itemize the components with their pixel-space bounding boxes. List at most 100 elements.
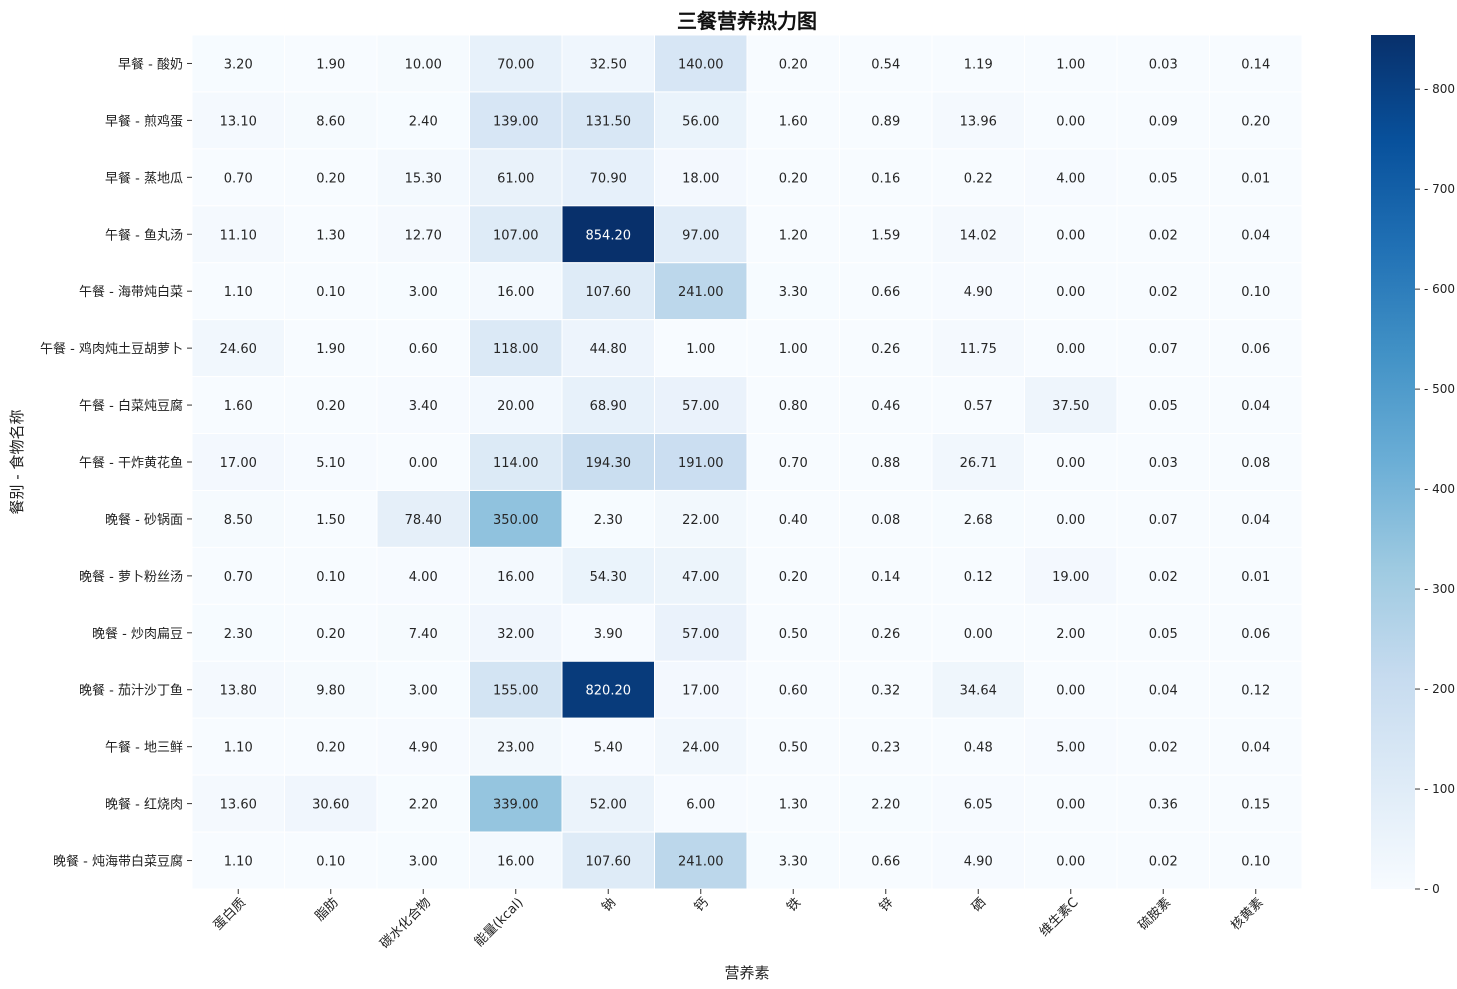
y-tick-label: 晚餐 - 炖海带白菜豆腐 [53,854,183,870]
cell-value-label: 1.10 [224,741,253,756]
cell-value-label: 1.00 [779,342,808,357]
cell-value-label: 0.12 [964,570,993,585]
heatmap-cell [746,205,840,264]
heatmap-cell [191,433,285,491]
cell-value-label: 0.46 [871,399,900,414]
cell-value-label: 57.00 [682,627,719,642]
cell-value-label: 0.88 [871,456,900,471]
heatmap-cell [284,489,378,548]
cell-value-label: 0.00 [1056,798,1085,813]
cell-value-label: 0.00 [1056,114,1085,129]
cell-value-label: 0.00 [1056,456,1085,471]
heatmap-cell [746,376,840,435]
heatmap-cell [746,546,840,605]
heatmap-cell [376,34,470,93]
heatmap-cell [1116,433,1210,491]
colorbar-tick-label: - 500 [1424,382,1455,396]
heatmap-cell [1209,603,1303,662]
cell-value-label: 0.00 [1056,855,1085,870]
cell-value-label: 2.20 [409,798,438,813]
cell-value-label: 32.00 [497,627,534,642]
cell-value-label: 1.30 [316,228,345,243]
cell-value-label: 1.20 [779,228,808,243]
heatmap-cell [1209,433,1303,491]
cell-value-label: 194.30 [586,456,632,471]
heatmap-cell [746,774,840,833]
heatmap-cell [839,546,933,605]
heatmap-cell [376,376,470,435]
cell-value-label: 4.90 [964,285,993,300]
cell-value-label: 0.08 [1241,456,1270,471]
y-tick-label: 午餐 - 鸡肉炖土豆胡萝卜 [40,341,183,357]
cell-value-label: 6.00 [686,798,715,813]
heatmap-cell [1024,546,1118,605]
heatmap-cell [746,91,840,150]
cell-value-label: 131.50 [586,114,632,129]
cell-value-label: 0.20 [316,627,345,642]
heatmap-cell [839,717,933,776]
cell-value-label: 23.00 [497,741,534,756]
heatmap-cell [1116,831,1210,890]
cell-value-label: 16.00 [497,570,534,585]
heatmap-cell [839,319,933,378]
cell-value-label: 0.08 [871,513,900,528]
cell-value-label: 191.00 [678,456,724,471]
heatmap-cell [284,660,378,719]
cell-value-label: 0.20 [779,171,808,186]
heatmap-cell [561,91,655,150]
cell-value-label: 0.20 [779,570,808,585]
heatmap-cell [654,34,748,93]
cell-value-label: 8.60 [316,114,345,129]
heatmap-cell [1116,774,1210,833]
y-tick-label: 早餐 - 煎鸡蛋 [105,113,183,129]
cell-value-label: 114.00 [493,456,539,471]
x-tick-label: 碳水化合物 [377,895,434,952]
cell-value-label: 0.03 [1149,57,1178,72]
heatmap-cell [284,717,378,776]
heatmap-cell [1116,546,1210,605]
cell-value-label: 11.10 [220,228,257,243]
cell-value-label: 0.23 [871,741,900,756]
cell-value-label: 0.26 [871,342,900,357]
cell-value-label: 155.00 [493,684,539,699]
heatmap-cell [191,774,285,833]
heatmap-cell [376,717,470,776]
cell-value-label: 0.04 [1241,228,1270,243]
heatmap-cell [561,433,655,491]
cell-value-label: 0.00 [1056,342,1085,357]
x-tick-label: 铁 [784,895,804,915]
heatmap-cell [1024,205,1118,264]
cell-value-label: 20.00 [497,399,534,414]
cell-value-label: 5.00 [1056,741,1085,756]
cell-value-label: 0.00 [1056,285,1085,300]
heatmap-cell [469,148,563,207]
x-tick-label: 维生素C [1037,895,1082,940]
cell-value-label: 3.30 [779,285,808,300]
heatmap-cell [839,603,933,662]
x-axis-label: 营养素 [724,964,769,982]
heatmap-cell [284,546,378,605]
heatmap-cell [654,262,748,321]
cell-value-label: 1.60 [779,114,808,129]
cell-value-label: 1.50 [316,513,345,528]
heatmap-cell [191,148,285,207]
cell-value-label: 2.30 [224,627,253,642]
cell-value-label: 24.00 [682,741,719,756]
heatmap-cell [561,262,655,321]
cell-value-label: 0.12 [1241,684,1270,699]
cell-value-label: 0.02 [1149,285,1178,300]
heatmap-cell [469,489,563,548]
heatmap-cell [931,205,1025,264]
cell-value-label: 140.00 [678,57,724,72]
y-axis-label: 餐别 - 食物名称 [8,410,26,515]
heatmap-cell [1209,148,1303,207]
cell-value-label: 0.02 [1149,228,1178,243]
cell-value-label: 241.00 [678,285,724,300]
heatmap-cell [376,262,470,321]
x-tick-label: 核黄素 [1228,895,1266,933]
heatmap-cell [469,603,563,662]
heatmap-cell [1209,34,1303,93]
heatmap-cell [1024,91,1118,150]
cell-value-label: 14.02 [960,228,997,243]
cell-value-label: 0.70 [224,171,253,186]
